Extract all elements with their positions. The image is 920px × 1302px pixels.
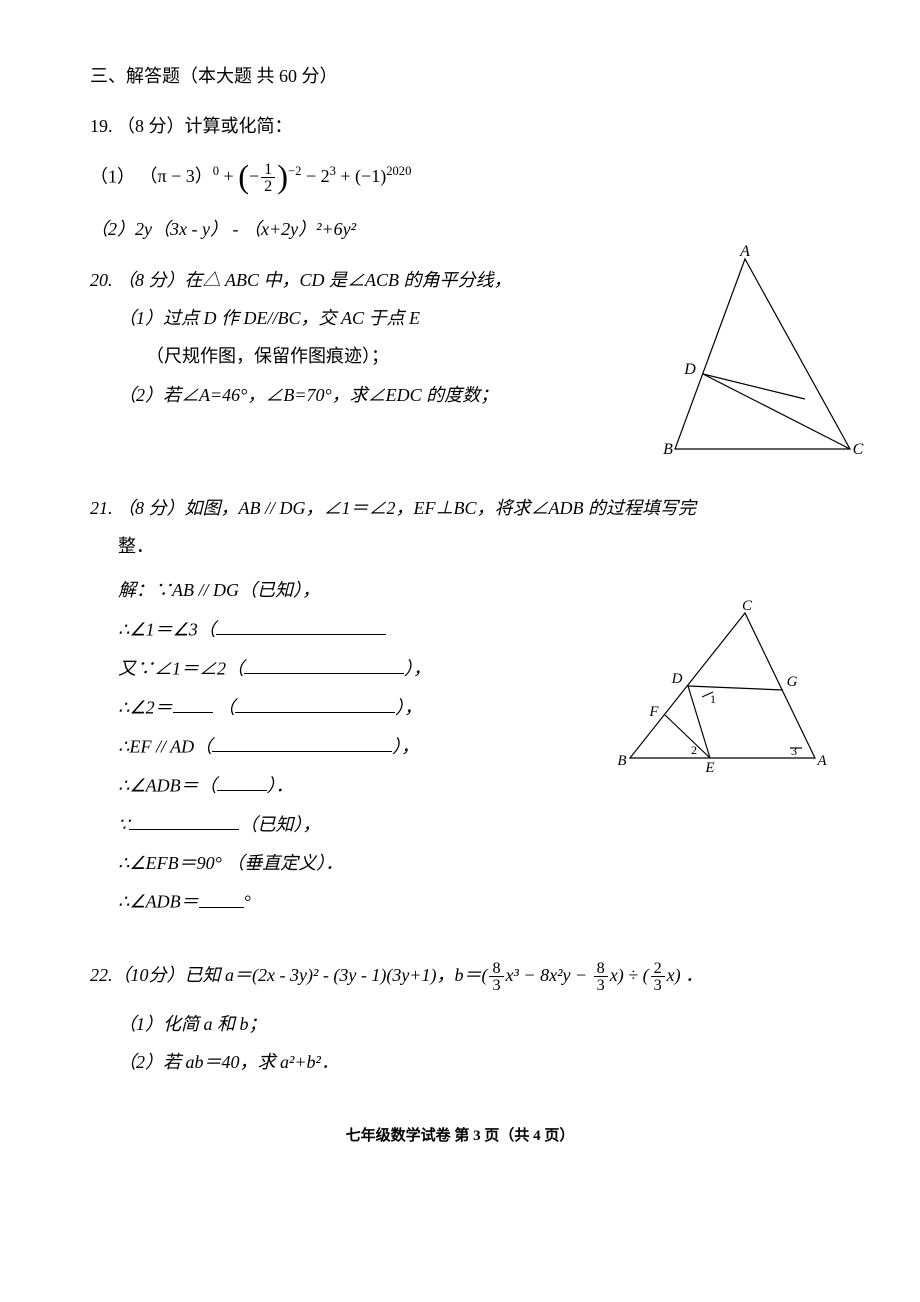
q20-label-b: B — [663, 441, 673, 458]
q21-label-c: C — [742, 598, 753, 614]
q21-line7a: ∵ — [118, 814, 129, 834]
q21-label-e: E — [704, 760, 714, 776]
q21-angle-2: 2 — [691, 743, 697, 757]
q21-line7b: （已知）， — [239, 814, 320, 834]
problem-21: 21. （8 分）如图，AB // DG，∠1＝∠2，EF⊥BC，将求∠ADB … — [90, 492, 830, 924]
q21-label-a: A — [816, 753, 827, 769]
q22-tail: x) ． — [667, 965, 703, 985]
q19-plus1: + — [224, 166, 239, 186]
q21-line3a: 又∵∠1＝∠2（ — [118, 658, 244, 678]
q21-line3b: ）， — [404, 658, 431, 678]
q19-part1-num: （1） — [90, 166, 135, 186]
problem-20: 20. （8 分）在△ ABC 中，CD 是∠ACB 的角平分线， （1）过点 … — [90, 264, 830, 474]
q20-label-c: C — [853, 441, 864, 458]
q19-frac-den: 2 — [261, 178, 275, 194]
q22-mid1: x³ − 8x²y − — [506, 965, 592, 985]
q21-line7: ∵ （已知）， — [118, 808, 600, 841]
q21-angle-1: 1 — [710, 692, 716, 706]
q19-t2-exp: −2 — [288, 164, 301, 178]
q21-blank1 — [216, 613, 386, 636]
q22-f2d: 3 — [594, 977, 608, 993]
q19-title: 19. （8 分）计算或化简： — [90, 110, 830, 142]
q21-blank5 — [217, 769, 267, 792]
q19-lparen: ( — [238, 160, 249, 196]
q21-angle-3: 3 — [791, 744, 797, 758]
q21-line6a: ∴∠ADB＝（ — [118, 775, 217, 795]
q22-f1n: 8 — [489, 960, 503, 977]
q21-blank2 — [244, 652, 404, 675]
q21-line9a: ∴∠ADB＝ — [118, 892, 199, 912]
q21-line4b: （ — [217, 697, 235, 717]
q21-line4: ∴∠2＝ （ ）， — [118, 691, 600, 724]
q21-line9: ∴∠ADB＝ ° — [118, 885, 600, 918]
q22-f3n: 2 — [651, 960, 665, 977]
q19-frac-num: 1 — [261, 161, 275, 178]
q22-frac1: 83 — [489, 960, 503, 993]
q19-rparen: ) — [277, 160, 288, 196]
q21-line5: ∴EF // AD（ ）， — [118, 730, 600, 763]
problem-19: 19. （8 分）计算或化简： （1） （π − 3）0 + (−12)−2 −… — [90, 110, 830, 245]
q19-t4-exp: 2020 — [386, 164, 411, 178]
q21-line3: 又∵∠1＝∠2（ ）， — [118, 652, 600, 685]
q21-line5a: ∴EF // AD（ — [118, 736, 212, 756]
q20-figure: A B C D — [640, 244, 870, 474]
q19-t1-base: （π − 3） — [140, 166, 213, 186]
q19-neg: − — [249, 166, 259, 186]
q21-blank3a — [173, 691, 213, 714]
q22-frac2: 83 — [594, 960, 608, 993]
q21-blank6 — [129, 808, 239, 831]
q21-title: 21. （8 分）如图，AB // DG，∠1＝∠2，EF⊥BC，将求∠ADB … — [90, 492, 830, 524]
q21-label-d: D — [671, 671, 683, 687]
problem-22: 22.（10分）已知 a＝(2x - 3y)² - (3y - 1)(3y+1)… — [90, 959, 830, 1078]
q19-part2: （2）2y（3x - y） - （x+2y）²+6y² — [90, 213, 830, 245]
q22-f1d: 3 — [489, 977, 503, 993]
q21-label-f: F — [648, 704, 659, 720]
q21-line2: ∴∠1＝∠3（ — [118, 613, 600, 646]
q21-figure: C B A D G F E 1 2 3 — [610, 598, 830, 778]
q21-blank4 — [212, 730, 392, 753]
q19-frac-half: 12 — [261, 161, 275, 194]
q22-f2n: 8 — [594, 960, 608, 977]
q21-line6b: ）． — [267, 775, 294, 795]
section-heading: 三、解答题（本大题 共 60 分） — [90, 60, 830, 92]
q21-label-b: B — [617, 753, 626, 769]
q21-line4a: ∴∠2＝ — [118, 697, 173, 717]
q19-t1-exp: 0 — [213, 164, 219, 178]
q20-label-a: A — [739, 244, 750, 260]
q21-blank7 — [199, 885, 244, 908]
q22-frac3: 23 — [651, 960, 665, 993]
q21-line4c: ）， — [395, 697, 422, 717]
q22-title-pre: 22.（10分）已知 a＝(2x - 3y)² - (3y - 1)(3y+1)… — [90, 965, 487, 985]
q21-line2a: ∴∠1＝∠3（ — [118, 619, 216, 639]
q21-line1: 解：∵AB // DG（已知）， — [118, 574, 600, 606]
q21-line9b: ° — [244, 892, 251, 912]
q22-f3d: 3 — [651, 977, 665, 993]
q19-plus2: + (−1) — [340, 166, 386, 186]
q21-blank3b — [235, 691, 395, 714]
q21-line5b: ）， — [392, 736, 419, 756]
q21-line6: ∴∠ADB＝（ ）． — [118, 769, 600, 802]
q19-minus: − 2 — [306, 166, 330, 186]
q22-sub1: （1）化简 a 和 b； — [118, 1008, 830, 1040]
q22-mid2: x) ÷ ( — [610, 965, 649, 985]
q20-label-d: D — [683, 361, 696, 378]
q19-part1: （1） （π − 3）0 + (−12)−2 − 23 + (−1)2020 — [90, 149, 830, 207]
q21-title2: 整． — [118, 530, 830, 562]
q21-line8: ∴∠EFB＝90° （垂直定义）． — [118, 847, 600, 879]
q22-sub2: （2）若 ab＝40，求 a²+b²． — [118, 1046, 830, 1078]
q21-label-g: G — [787, 674, 798, 690]
q22-title: 22.（10分）已知 a＝(2x - 3y)² - (3y - 1)(3y+1)… — [90, 959, 830, 994]
page-footer: 七年级数学试卷 第 3 页（共 4 页） — [90, 1123, 830, 1150]
q19-t3-exp: 3 — [330, 164, 336, 178]
